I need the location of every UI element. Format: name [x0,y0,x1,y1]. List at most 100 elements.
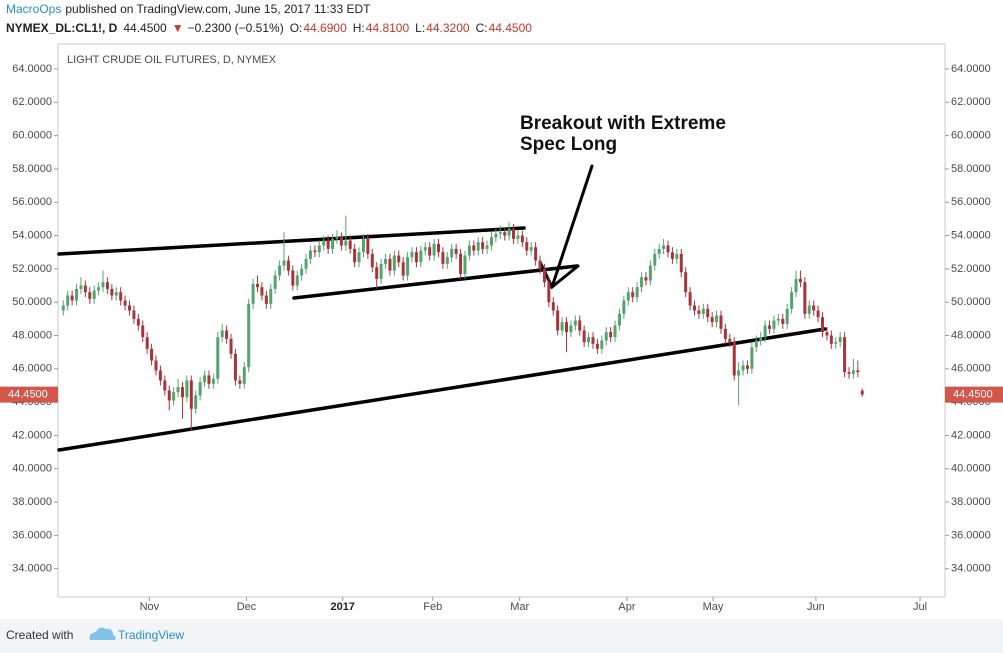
candle-body [512,228,516,239]
candle-body [481,242,485,249]
candle-body [803,282,807,314]
candle-body [472,245,476,251]
candle-body [242,367,246,384]
candle-body [419,250,423,263]
header-item: O: [290,21,303,35]
candle-body [825,332,829,336]
candle-body [163,380,167,391]
candle-body [781,318,785,324]
candle-body [578,320,582,331]
candle-body [423,247,427,251]
candle-body [821,317,825,333]
x-tick-label: Apr [618,601,635,613]
candle-body [101,282,105,288]
candle-body [463,255,467,274]
candle-body [467,245,471,256]
candle-body [278,265,282,276]
header-item: L: [415,21,425,35]
candle-body [123,300,127,306]
candle-body [679,253,683,273]
candle-body [600,340,604,349]
candle-body [494,233,498,238]
logo-icon [89,627,116,640]
footer-band [0,619,1003,653]
y-tick-label: 58.0000 [951,163,991,175]
candle-body [331,238,335,249]
y-tick-label: 48.0000 [951,329,991,341]
candle-body [860,390,864,395]
drawings [57,164,827,452]
candle-body [211,378,215,384]
last-price-label: 44.4500 [8,389,48,401]
x-tick-label: May [703,601,724,613]
candle-body [662,245,666,249]
y-tick-label: 48.0000 [12,329,52,341]
y-tick-label: 54.0000 [951,229,991,241]
candle-body [454,248,458,254]
candle-body [542,268,546,283]
x-tick-label: Feb [423,601,442,613]
candle-body [569,325,573,333]
candle-body [675,253,679,259]
candle-body [180,387,184,398]
author[interactable]: MacroOps [6,2,61,16]
candle-body [207,375,211,384]
candle-body [291,270,295,286]
candle-body [75,288,79,301]
candle-body [556,310,560,331]
candle-body [732,342,736,376]
candle-body [573,320,577,326]
last-price-label: 44.4500 [953,389,993,401]
candle-body [366,238,370,254]
candle-body [794,278,798,293]
candle-body [834,342,838,344]
candle-body [626,292,630,301]
x-tick-label: 2017 [330,601,354,613]
candle-body [397,255,401,263]
candle-body [238,380,242,384]
candle-body [428,247,432,256]
footer-brand[interactable]: TradingView [118,628,184,642]
candle-body [313,250,317,253]
candle-body [70,295,74,301]
candle-body [322,240,326,246]
candle-body [189,380,193,409]
candle-body [119,292,123,301]
y-tick-label: 58.0000 [12,163,52,175]
candle-body [772,320,776,329]
candle-body [114,292,118,296]
candle-body [560,322,564,331]
candle-body [838,337,842,343]
candle-body [516,235,520,239]
candle-body [158,370,162,381]
candle-body [582,330,586,343]
candle-body [128,305,132,311]
candle-body [701,308,705,314]
candle-body [388,258,392,271]
candle-body [392,255,396,271]
candle-body [591,337,595,344]
candle-body [759,337,763,341]
candle-body [401,262,405,276]
last-price-box [945,386,1003,403]
candle-body [194,395,198,409]
candle-body [247,303,251,368]
candle-body [843,337,847,373]
x-tick-label: Nov [140,601,160,613]
header-item: 44.6900 [303,21,347,35]
candle-body [768,325,772,329]
header-item: 44.3200 [426,21,470,35]
y-tick-label: 62.0000 [951,96,991,108]
y-tick-label: 60.0000 [12,130,52,142]
candle-body [595,343,599,349]
candle-body [348,240,352,249]
candle-body [88,292,92,299]
y-tick-label: 34.0000 [951,563,991,575]
candle-body [737,370,741,376]
candle-body [715,315,719,323]
candle-body [684,272,688,293]
candle-body [92,290,96,299]
annotation: Breakout with Extreme [520,113,726,134]
candle-body [256,283,260,288]
candle-body [370,253,374,268]
